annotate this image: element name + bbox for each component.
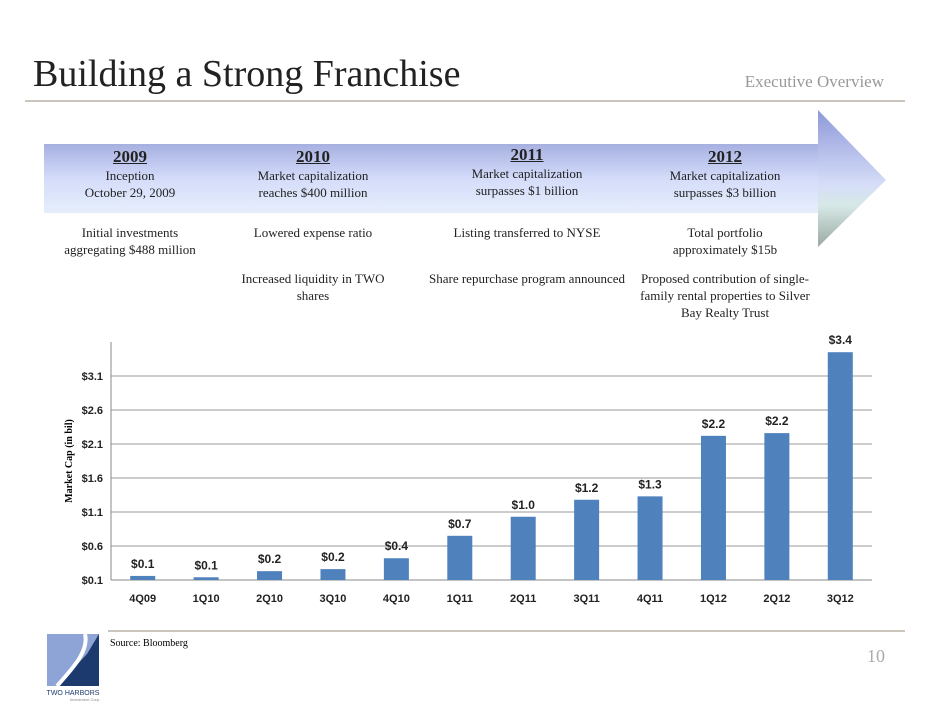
data-label: $0.7 [448, 517, 472, 531]
x-tick-label: 3Q11 [573, 593, 599, 605]
milestone-text: surpasses $3 billion [673, 185, 777, 200]
bar-4Q09 [130, 575, 156, 580]
bar-1Q12 [700, 435, 726, 580]
x-tick-label: 2Q10 [256, 593, 283, 605]
timeline-note: Lowered expense ratio [253, 225, 373, 240]
page-number: 10 [867, 646, 885, 666]
milestone-text: Market capitalization [257, 168, 369, 183]
bar-3Q11 [574, 499, 600, 580]
data-label: $3.4 [829, 333, 853, 347]
x-tick-label: 4Q09 [129, 593, 156, 605]
timeline-note: Initial investments aggregating $488 mil… [64, 225, 196, 257]
timeline-note: Increased liquidity in TWO shares [241, 271, 385, 303]
timeline-note: Total portfolio approximately $15b [672, 225, 778, 257]
bar-3Q10 [320, 569, 346, 580]
two-harbors-logo: TWO HARBORS Investment Corp. [47, 633, 100, 702]
data-label: $1.0 [512, 498, 536, 512]
bar-1Q11 [447, 535, 473, 580]
year-label: 2010 [296, 147, 330, 166]
x-tick-label: 1Q12 [700, 593, 727, 605]
timeline-note: Proposed contribution of single-family r… [640, 271, 810, 320]
year-label: 2011 [510, 145, 544, 164]
data-label: $1.3 [638, 477, 662, 491]
data-label: $0.2 [321, 550, 345, 564]
milestone-text: reaches $400 million [258, 185, 368, 200]
section-label: Executive Overview [744, 72, 884, 91]
milestone-text: Market capitalization [669, 168, 781, 183]
milestone-text: Inception [105, 168, 155, 183]
milestone-text: Market capitalization [471, 166, 583, 181]
timeline-note: Share repurchase program announced [429, 271, 625, 286]
milestone-text: October 29, 2009 [84, 185, 176, 200]
bar-3Q12 [827, 352, 853, 580]
timeline-2011: 2011 Market capitalization surpasses $1 bi… [427, 146, 627, 199]
svg-text:TWO HARBORS: TWO HARBORS [47, 690, 100, 697]
y-tick-label: $1.1 [82, 507, 103, 519]
bar-4Q10 [383, 558, 409, 580]
y-tick-label: $0.6 [82, 541, 103, 553]
x-tick-label: 2Q12 [763, 593, 790, 605]
data-label: $2.2 [765, 414, 789, 428]
timeline-note: Listing transferred to NYSE [453, 225, 601, 240]
timeline-arrow [44, 110, 886, 247]
y-tick-label: $2.6 [82, 405, 103, 417]
bar-2Q12 [764, 433, 790, 580]
page-title: Building a Strong Franchise [33, 53, 461, 95]
x-tick-label: 1Q10 [193, 593, 220, 605]
x-tick-label: 3Q12 [827, 593, 854, 605]
svg-text:Investment Corp.: Investment Corp. [70, 697, 100, 702]
bar-2Q11 [510, 516, 536, 580]
footer-divider [108, 630, 905, 632]
source-note: Source: Bloomberg [110, 638, 188, 649]
timeline-2009: 2009 Inception October 29, 2009 [30, 148, 230, 201]
y-tick-label: $2.1 [82, 439, 103, 451]
header-divider [25, 100, 905, 102]
bar-2Q10 [257, 571, 283, 580]
bar-4Q11 [637, 496, 663, 580]
year-label: 2009 [113, 147, 147, 166]
year-label: 2012 [708, 147, 742, 166]
milestone-text: surpasses $1 billion [475, 183, 579, 198]
x-tick-label: 4Q10 [383, 593, 410, 605]
y-tick-label: $1.6 [82, 473, 103, 485]
x-tick-label: 4Q11 [637, 593, 663, 605]
x-tick-label: 3Q10 [319, 593, 346, 605]
y-axis-title: Market Cap (in bil) [64, 419, 75, 503]
bar-1Q10 [193, 577, 219, 580]
data-label: $0.2 [258, 552, 282, 566]
data-label: $0.4 [385, 539, 409, 553]
data-label: $1.2 [575, 481, 599, 495]
y-tick-label: $3.1 [82, 371, 103, 383]
market-cap-chart: $0.1 $0.6 $1.1 $1.6 $2.1 $2.6 $3.1 Market Cap (… [64, 333, 872, 605]
x-tick-label: 1Q11 [447, 593, 473, 605]
timeline-2010: 2010 Market capitalization reaches $400 mi… [213, 148, 413, 201]
data-label: $0.1 [131, 557, 155, 571]
x-tick-label: 2Q11 [510, 593, 536, 605]
data-label: $2.2 [702, 417, 726, 431]
data-label: $0.1 [194, 558, 218, 572]
y-tick-label: $0.1 [82, 575, 103, 587]
timeline-2012: 2012 Market capitalization surpasses $3 bi… [625, 148, 825, 201]
